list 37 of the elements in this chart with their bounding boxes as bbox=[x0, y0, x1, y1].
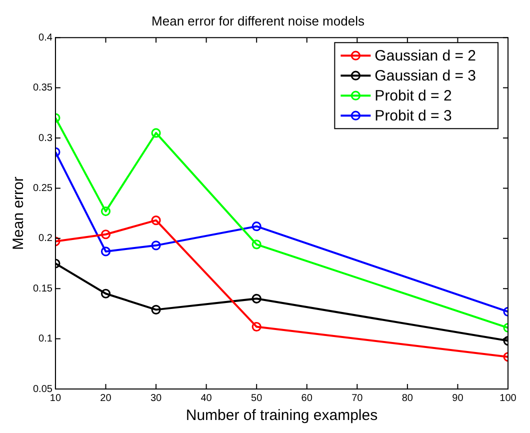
point bbox=[252, 294, 262, 304]
x-tick-label: 10 bbox=[50, 392, 62, 404]
y-tick-label: 0.4 bbox=[38, 32, 53, 44]
point bbox=[100, 206, 111, 216]
y-tick-label: 0.25 bbox=[32, 182, 53, 194]
point bbox=[151, 128, 161, 138]
legend-label: Gaussian d = 3 bbox=[374, 68, 476, 85]
legend-label: Probit d = 3 bbox=[374, 108, 452, 125]
x-tick-label: 70 bbox=[352, 392, 364, 404]
x-tick-label: 50 bbox=[251, 392, 263, 404]
y-tick-label: 0.15 bbox=[32, 283, 53, 294]
point bbox=[151, 216, 161, 226]
x-tick-label: 90 bbox=[452, 392, 464, 404]
point bbox=[100, 246, 111, 256]
x-tick-label: 80 bbox=[402, 392, 414, 404]
y-tick-label: 0.35 bbox=[32, 82, 53, 94]
x-tick-label: 60 bbox=[301, 392, 313, 404]
x-tick-label: 20 bbox=[100, 392, 112, 404]
y-tick-label: 0.1 bbox=[38, 334, 53, 345]
point bbox=[100, 230, 111, 240]
y-tick-label: 0.05 bbox=[32, 384, 53, 395]
point bbox=[252, 322, 262, 332]
point bbox=[252, 240, 262, 250]
x-axis-title: Number of training examples bbox=[186, 407, 378, 424]
y-axis-title: Mean error bbox=[10, 176, 28, 250]
y-tick-label: 0.2 bbox=[38, 233, 53, 244]
point bbox=[100, 288, 111, 298]
legend-label: Gaussian d = 2 bbox=[374, 48, 476, 65]
point bbox=[252, 222, 262, 232]
x-tick-label: 100 bbox=[500, 392, 517, 404]
x-tick-label: 30 bbox=[150, 392, 162, 404]
y-tick-label: 0.3 bbox=[38, 132, 53, 144]
point bbox=[151, 240, 161, 250]
chart-title: Mean error for different noise models bbox=[152, 13, 365, 28]
point bbox=[151, 304, 161, 314]
x-tick-label: 40 bbox=[200, 392, 212, 404]
legend-label: Probit d = 2 bbox=[374, 88, 452, 105]
